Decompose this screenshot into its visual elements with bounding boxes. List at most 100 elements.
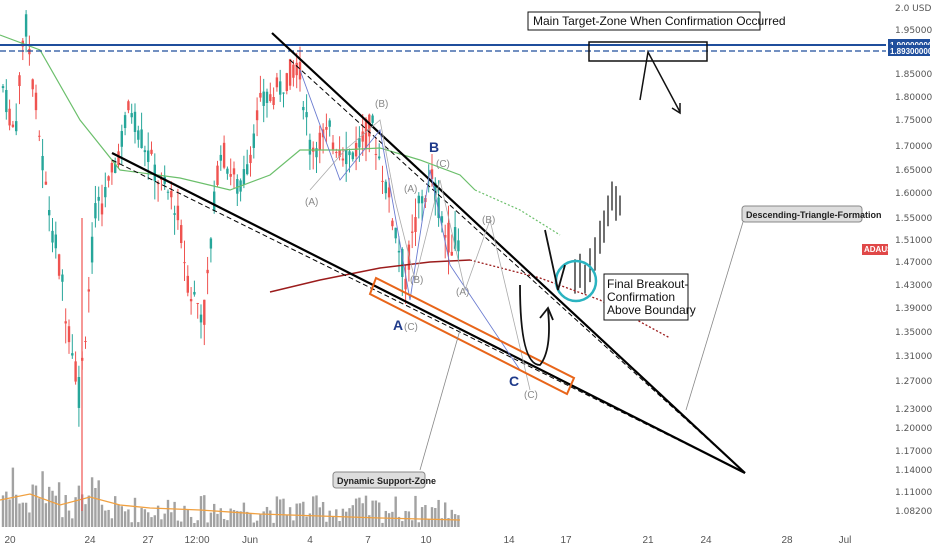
breakout-label-line: Confirmation [607, 290, 675, 304]
candle-body [74, 361, 77, 382]
candle-body [147, 150, 150, 162]
y-tick-label: 1.08200000 [895, 507, 932, 517]
volume-bar [312, 496, 315, 527]
y-tick-label: 1.51000000 [895, 236, 932, 246]
upper-trendline-dashed [289, 59, 746, 474]
candle-body [71, 353, 74, 356]
candle-body [440, 216, 444, 223]
candle-body [374, 153, 378, 155]
volume-bar [222, 518, 226, 527]
volume-bar [229, 508, 232, 527]
x-tick-label: 24 [700, 535, 712, 546]
candle-body [361, 131, 364, 142]
volume-bar [246, 511, 249, 527]
x-tick-label: Jul [839, 535, 852, 546]
volume-bar [84, 504, 87, 527]
candle-body [203, 299, 206, 325]
candle-body [269, 94, 272, 102]
candle-body [391, 220, 394, 227]
candle-body [371, 115, 374, 123]
candle-body [90, 236, 94, 263]
volume-bar [384, 510, 387, 527]
wave-path-minor [309, 119, 531, 391]
candle-body [222, 142, 226, 168]
candle-body [153, 164, 156, 182]
y-tick-label: 1.70000000 [895, 142, 932, 152]
candle-body [288, 59, 292, 86]
candle-body [38, 135, 41, 137]
volume-bar [397, 516, 401, 527]
lower-trendline [111, 152, 746, 474]
volume-bar [199, 496, 203, 527]
volume-bar [305, 516, 308, 527]
volume-bar [259, 514, 262, 527]
volume-bar [21, 502, 24, 527]
candle-body [345, 148, 348, 165]
volume-bar [64, 495, 67, 527]
volume-bar [206, 522, 209, 527]
candle-body [206, 269, 209, 274]
annotations: Main Target-Zone When Confirmation Occur… [305, 11, 882, 489]
moving-averages [0, 34, 671, 339]
x-tick-label: 10 [420, 535, 432, 546]
candle-body [84, 341, 87, 343]
volume-bar [262, 511, 265, 527]
candle-body [150, 149, 153, 154]
candle-body [292, 64, 295, 78]
volume-bar [387, 513, 391, 527]
y-tick-label: 1.23000000 [895, 405, 932, 415]
candle-body [127, 101, 130, 111]
volume-bar [420, 507, 424, 527]
volume-bar [203, 495, 206, 527]
candle-body [186, 275, 189, 293]
y-tick-label: 1.17000000 [895, 447, 932, 457]
x-tick-label: 4 [307, 535, 313, 546]
time-axis[interactable]: 20 24 27 12:00 Jun 4 7 10 14 17 21 24 28 Jul [4, 535, 851, 546]
y-tick-label: 2.0 USD [895, 4, 931, 14]
candle-body [209, 238, 213, 249]
candle-body [137, 130, 140, 140]
volume-bar [54, 495, 57, 527]
volume-bar [114, 496, 117, 527]
volume-bar [364, 495, 368, 527]
symbol-badge [862, 244, 888, 255]
x-tick-label: 17 [560, 535, 572, 546]
volume-bar [315, 495, 318, 527]
volume-bar [318, 507, 321, 527]
x-tick-label: 20 [4, 535, 16, 546]
y-tick-label: 1.95000000 [895, 26, 932, 36]
trendlines [0, 32, 886, 474]
candle-body [97, 196, 100, 201]
y-tick-label: 1.60000000 [895, 189, 932, 199]
volume-bar [107, 509, 110, 527]
candle-body [130, 113, 133, 118]
price-axis[interactable]: 2.0 USD 1.95000000 1.85000000 1.80000000 1.7… [862, 4, 932, 517]
volume-bar [147, 512, 150, 527]
candle-body [117, 151, 120, 166]
y-tick-label: 1.39000000 [895, 304, 932, 314]
candle-body [170, 190, 173, 198]
volume-bar [137, 522, 140, 527]
volume-bar [18, 503, 21, 527]
volume-bar [430, 507, 434, 527]
volume-bar [150, 517, 153, 527]
candle-body [331, 142, 335, 150]
candle-body [315, 148, 318, 158]
target-zone-box [588, 41, 708, 62]
x-tick-label: 7 [365, 535, 371, 546]
candle-body [57, 254, 61, 276]
candle-body [61, 274, 64, 282]
volume-bar [180, 521, 183, 527]
volume-bar [440, 518, 444, 527]
candle-body [272, 96, 275, 105]
candle-body [285, 73, 288, 91]
volume-bar [239, 511, 242, 527]
volume-bar [193, 522, 196, 527]
y-tick-label: 1.47000000 [895, 258, 932, 268]
volume-bar [427, 519, 430, 527]
candle-body [453, 227, 457, 249]
volume-bar [255, 520, 259, 527]
wave-label-minor: (A) [456, 287, 469, 298]
volume-bar [325, 521, 328, 527]
